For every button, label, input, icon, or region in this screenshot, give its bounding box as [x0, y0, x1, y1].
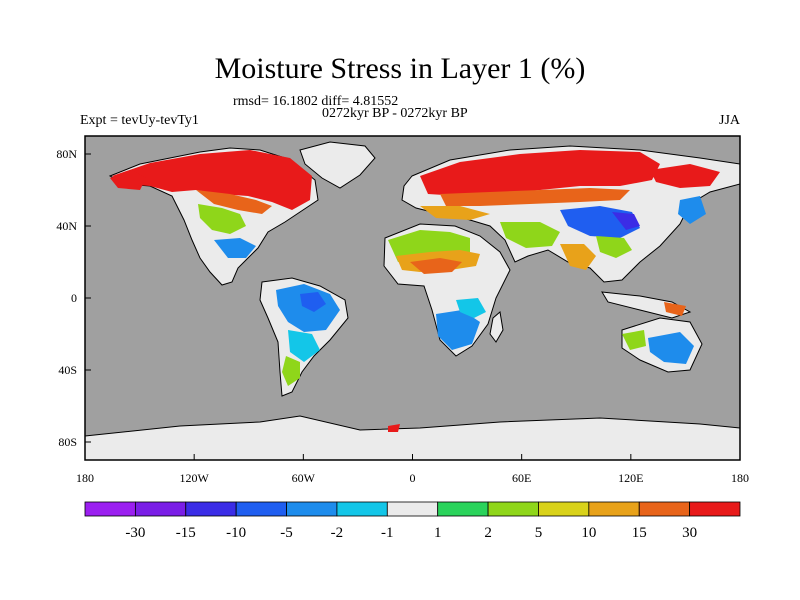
- x-tick-label-2: 60W: [292, 471, 316, 485]
- time-range-label: 0272kyr BP - 0272kyr BP: [322, 106, 468, 121]
- patch-africa-blue: [436, 310, 480, 350]
- x-tick-label-0: 180: [76, 471, 94, 485]
- patch-na-blue: [214, 238, 256, 258]
- colorbar-label-11: 30: [682, 525, 697, 541]
- colorbar-label-5: -1: [381, 525, 394, 541]
- colorbar-swatch-5: [336, 501, 388, 517]
- colorbar-label-7: 2: [484, 525, 492, 541]
- patch-na-orange: [196, 190, 272, 214]
- patch-na-green: [198, 204, 246, 234]
- patch-india-orange: [560, 244, 596, 270]
- colorbar-label-0: -30: [125, 525, 145, 541]
- patch-africa-cyan: [456, 298, 486, 318]
- colorbar: -30 -15 -10 -5 -2 -1 1 2 5 10 15 30: [84, 501, 741, 541]
- season-label: JJA: [719, 113, 741, 128]
- chart-title: Moisture Stress in Layer 1 (%): [214, 52, 586, 85]
- patch-eurasia-orange: [440, 188, 630, 206]
- patch-sa-cyan: [288, 330, 320, 362]
- colorbar-swatch-3: [235, 501, 287, 517]
- y-tick-label-0: 80N: [56, 147, 77, 161]
- y-tick-label-2: 0: [71, 291, 77, 305]
- experiment-label: Expt = tevUy-tevTy1: [80, 113, 199, 128]
- colorbar-swatch-7: [437, 501, 489, 517]
- colorbar-swatch-10: [588, 501, 640, 517]
- x-tick-label-4: 60E: [512, 471, 531, 485]
- colorbar-swatch-11: [638, 501, 691, 517]
- patch-alaska-red: [110, 170, 146, 190]
- patch-africa-red: [410, 258, 462, 274]
- colorbar-swatch-4: [286, 501, 338, 517]
- colorbar-label-1: -15: [176, 525, 196, 541]
- patch-sa-darkblue: [300, 292, 326, 312]
- colorbar-label-3: -5: [280, 525, 293, 541]
- patch-sa-green: [282, 356, 300, 386]
- patch-asia-darkblue: [612, 212, 640, 230]
- colorbar-swatch-12: [689, 501, 741, 517]
- land-greenland: [299, 141, 376, 189]
- x-tick-label-1: 120W: [180, 471, 210, 485]
- colorbar-swatch-8: [487, 501, 539, 517]
- patch-eurasia-red: [420, 150, 660, 196]
- y-tick-label-3: 40S: [58, 363, 77, 377]
- anomaly-field: [110, 150, 720, 432]
- land-madagascar: [489, 311, 504, 343]
- colorbar-swatch-0: [84, 501, 136, 517]
- patch-china-green: [596, 236, 632, 258]
- patch-australia-green: [622, 330, 646, 350]
- x-axis: 180 120W 60W 0 60E 120E 180: [76, 454, 749, 485]
- patch-indonesia-orange: [664, 302, 686, 316]
- x-tick-label-3: 0: [410, 471, 416, 485]
- patch-australia-blue: [648, 332, 694, 364]
- colorbar-label-10: 15: [632, 525, 647, 541]
- y-tick-label-1: 40N: [56, 219, 77, 233]
- colorbar-label-2: -10: [226, 525, 246, 541]
- colorbar-label-8: 5: [535, 525, 543, 541]
- patch-na-high: [112, 150, 312, 210]
- colorbar-label-6: 1: [434, 525, 442, 541]
- rmsd-diff-label: rmsd= 16.1802 diff= 4.81552: [233, 94, 399, 109]
- colorbar-swatch-1: [134, 501, 187, 517]
- colorbar-label-9: 10: [581, 525, 596, 541]
- patch-antarctica-red: [388, 424, 400, 432]
- x-tick-label-5: 120E: [618, 471, 643, 485]
- patch-eurasia-yellow: [420, 206, 490, 220]
- patch-eastasia-blue: [678, 196, 706, 224]
- colorbar-label-4: -2: [331, 525, 344, 541]
- colorbar-swatch-9: [538, 501, 590, 517]
- y-tick-label-4: 80S: [58, 435, 77, 449]
- patch-middleeast-green: [500, 222, 560, 248]
- colorbar-swatch-2: [185, 501, 237, 517]
- patch-eastasia-red: [650, 164, 720, 188]
- land-antarctica: [85, 415, 740, 460]
- colorbar-swatch-6: [386, 501, 439, 517]
- y-axis: 80N 40N 0 40S 80S: [56, 147, 91, 449]
- x-tick-label-6: 180: [731, 471, 749, 485]
